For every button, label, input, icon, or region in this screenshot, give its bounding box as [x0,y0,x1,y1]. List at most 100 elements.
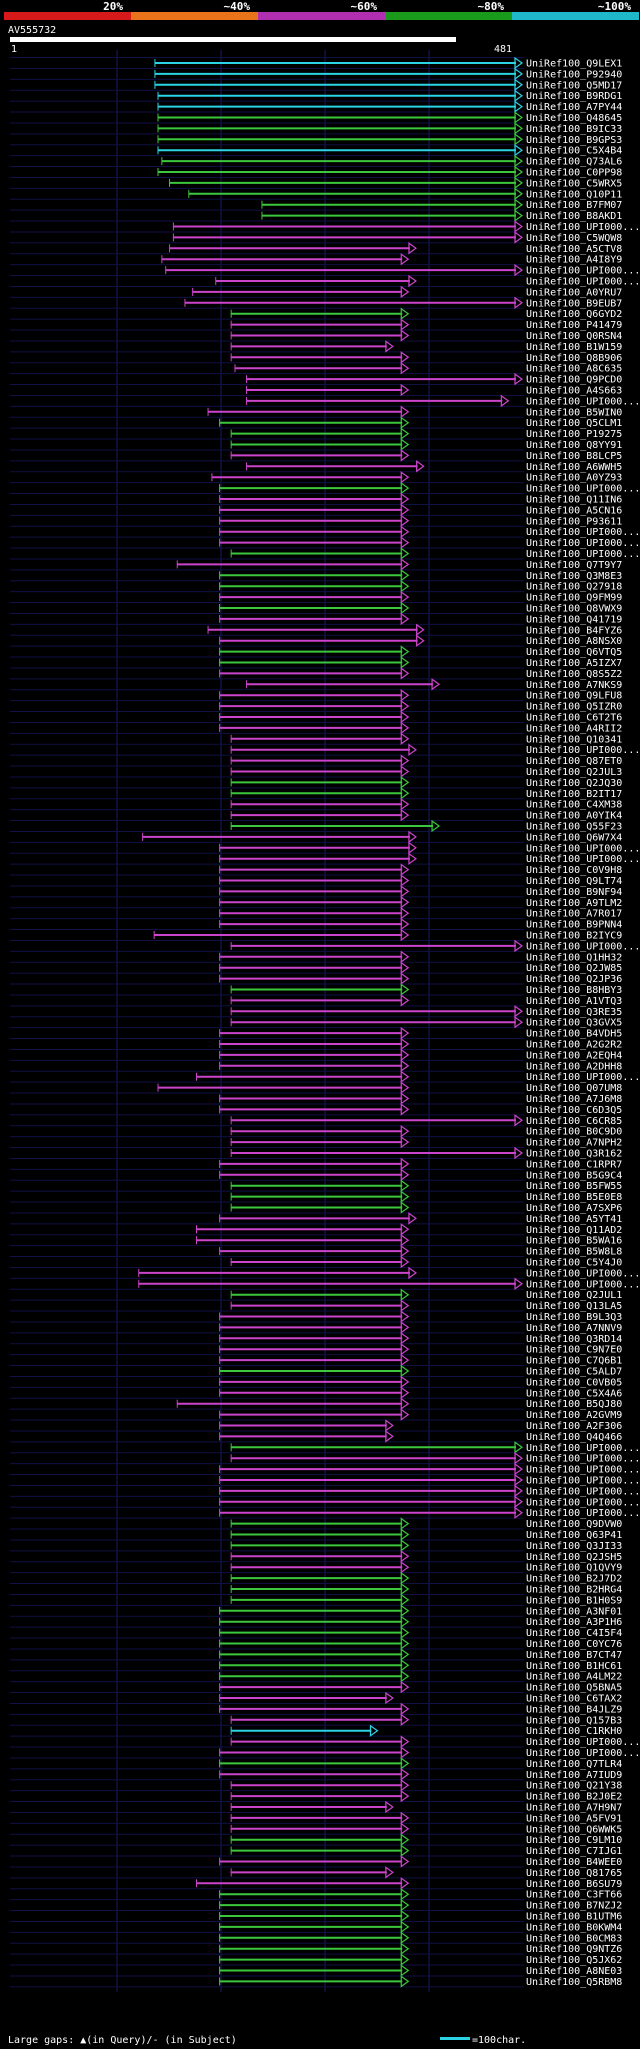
hit-label[interactable]: UniRef100_Q55F23 [526,822,622,833]
hit-label[interactable]: UniRef100_UPI000... [526,843,640,854]
hit-label[interactable]: UniRef100_B7CT47 [526,1650,622,1661]
hit-label[interactable]: UniRef100_A7H9N7 [526,1803,622,1814]
hit-label[interactable]: UniRef100_B2HRG4 [526,1585,622,1596]
hit-label[interactable]: UniRef100_C5WQW8 [526,233,622,244]
hit-label[interactable]: UniRef100_Q07UM8 [526,1083,622,1094]
hit-label[interactable]: UniRef100_Q5RBM8 [526,1977,622,1988]
hit-label[interactable]: UniRef100_Q63P41 [526,1530,622,1541]
hit-label[interactable]: UniRef100_Q8B906 [526,353,622,364]
hit-label[interactable]: UniRef100_C6CR85 [526,1116,622,1127]
hit-label[interactable]: UniRef100_UPI000... [526,538,640,549]
hit-label[interactable]: UniRef100_B5FW55 [526,1181,622,1192]
hit-label[interactable]: UniRef100_B5QJ80 [526,1399,622,1410]
hit-label[interactable]: UniRef100_P92940 [526,69,622,80]
hit-label[interactable]: UniRef100_Q81765 [526,1868,622,1879]
hit-label[interactable]: UniRef100_A6WWH5 [526,462,622,473]
hit-label[interactable]: UniRef100_B2J0E2 [526,1792,622,1803]
hit-label[interactable]: UniRef100_Q5MD17 [526,80,622,91]
hit-label[interactable]: UniRef100_B9IC33 [526,124,622,135]
hit-label[interactable]: UniRef100_A4S663 [526,386,622,397]
hit-label[interactable]: UniRef100_B4FYZ6 [526,625,622,636]
hit-label[interactable]: UniRef100_Q3RD14 [526,1334,622,1345]
hit-label[interactable]: UniRef100_C9N7E0 [526,1345,622,1356]
hit-label[interactable]: UniRef100_UPI000... [526,1443,640,1454]
hit-label[interactable]: UniRef100_UPI000... [526,745,640,756]
hit-label[interactable]: UniRef100_B5W8L8 [526,1247,622,1258]
hit-label[interactable]: UniRef100_A9TLM2 [526,898,622,909]
hit-label[interactable]: UniRef100_UPI000... [526,941,640,952]
hit-label[interactable]: UniRef100_A7NNV9 [526,1323,622,1334]
hit-label[interactable]: UniRef100_C5X4A6 [526,1388,622,1399]
hit-label[interactable]: UniRef100_A5CTV8 [526,244,622,255]
hit-label[interactable]: UniRef100_B9EUB7 [526,298,622,309]
hit-label[interactable]: UniRef100_B2IT17 [526,789,622,800]
hit-label[interactable]: UniRef100_B5WIN0 [526,407,622,418]
hit-label[interactable]: UniRef100_A4LM22 [526,1672,622,1683]
hit-label[interactable]: UniRef100_A5IZX7 [526,658,622,669]
hit-label[interactable]: UniRef100_A3NF01 [526,1606,622,1617]
hit-label[interactable]: UniRef100_Q87ET0 [526,756,622,767]
hit-label[interactable]: UniRef100_Q8VWX9 [526,604,622,615]
hit-label[interactable]: UniRef100_A8NE03 [526,1966,622,1977]
hit-label[interactable]: UniRef100_A8NSX0 [526,636,622,647]
hit-label[interactable]: UniRef100_UPI000... [526,1279,640,1290]
hit-label[interactable]: UniRef100_B6SU79 [526,1879,622,1890]
hit-label[interactable]: UniRef100_P41479 [526,320,622,331]
hit-label[interactable]: UniRef100_C0YC76 [526,1639,622,1650]
hit-label[interactable]: UniRef100_B1W159 [526,342,622,353]
hit-label[interactable]: UniRef100_A5CN16 [526,505,622,516]
hit-label[interactable]: UniRef100_C1RPR7 [526,1159,622,1170]
hit-label[interactable]: UniRef100_Q6GYD2 [526,309,622,320]
hit-label[interactable]: UniRef100_A0YRU7 [526,287,622,298]
hit-label[interactable]: UniRef100_B5E0E8 [526,1192,622,1203]
hit-label[interactable]: UniRef100_A2EQH4 [526,1050,622,1061]
hit-label[interactable]: UniRef100_C6D3Q5 [526,1105,622,1116]
hit-label[interactable]: UniRef100_B0C9D0 [526,1127,622,1138]
hit-label[interactable]: UniRef100_Q3JI33 [526,1541,622,1552]
hit-label[interactable]: UniRef100_B8LCP5 [526,451,622,462]
hit-label[interactable]: UniRef100_B1HC61 [526,1661,622,1672]
hit-label[interactable]: UniRef100_Q10P11 [526,189,622,200]
hit-label[interactable]: UniRef100_Q9FM99 [526,593,622,604]
hit-label[interactable]: UniRef100_P19275 [526,429,622,440]
hit-label[interactable]: UniRef100_Q3GVX5 [526,1018,622,1029]
hit-label[interactable]: UniRef100_Q6W7X4 [526,832,622,843]
hit-label[interactable]: UniRef100_Q27918 [526,582,622,593]
hit-label[interactable]: UniRef100_Q9LT74 [526,876,622,887]
hit-label[interactable]: UniRef100_B9NF94 [526,887,622,898]
hit-label[interactable]: UniRef100_A5FV91 [526,1813,622,1824]
hit-label[interactable]: UniRef100_Q5JX62 [526,1955,622,1966]
hit-label[interactable]: UniRef100_Q9LEX1 [526,59,622,70]
hit-label[interactable]: UniRef100_Q5BNA5 [526,1683,622,1694]
hit-label[interactable]: UniRef100_B4VDH5 [526,1029,622,1040]
hit-label[interactable]: UniRef100_B1UTM6 [526,1912,622,1923]
hit-label[interactable]: UniRef100_UPI000... [526,1508,640,1519]
hit-label[interactable]: UniRef100_B0CM83 [526,1933,622,1944]
hit-label[interactable]: UniRef100_Q48645 [526,113,622,124]
hit-label[interactable]: UniRef100_A2GVM9 [526,1410,622,1421]
hit-label[interactable]: UniRef100_Q5CLM1 [526,418,622,429]
hit-label[interactable]: UniRef100_B8AKD1 [526,211,622,222]
hit-label[interactable]: UniRef100_C5ALD7 [526,1367,622,1378]
hit-label[interactable]: UniRef100_Q11AD2 [526,1225,622,1236]
hit-label[interactable]: UniRef100_C7IJG1 [526,1846,622,1857]
hit-label[interactable]: UniRef100_C5WRX5 [526,178,622,189]
hit-label[interactable]: UniRef100_Q2JUL1 [526,1290,622,1301]
hit-label[interactable]: UniRef100_UPI000... [526,1268,640,1279]
hit-label[interactable]: UniRef100_C5X4B4 [526,146,622,157]
hit-label[interactable]: UniRef100_Q21Y38 [526,1781,622,1792]
hit-label[interactable]: UniRef100_A2F306 [526,1421,622,1432]
hit-label[interactable]: UniRef100_UPI000... [526,1454,640,1465]
hit-label[interactable]: UniRef100_C6T2T6 [526,713,622,724]
hit-label[interactable]: UniRef100_A7SXP6 [526,1203,622,1214]
hit-label[interactable]: UniRef100_Q11IN6 [526,495,622,506]
hit-label[interactable]: UniRef100_UPI000... [526,854,640,865]
hit-label[interactable]: UniRef100_Q2JQ30 [526,778,622,789]
hit-label[interactable]: UniRef100_UPI000... [526,484,640,495]
hit-label[interactable]: UniRef100_C7Q6B1 [526,1356,622,1367]
hit-label[interactable]: UniRef100_UPI000... [526,1072,640,1083]
hit-label[interactable]: UniRef100_Q9NTZ6 [526,1944,622,1955]
hit-label[interactable]: UniRef100_Q157B3 [526,1715,622,1726]
hit-label[interactable]: UniRef100_Q9DVW0 [526,1519,622,1530]
hit-label[interactable]: UniRef100_Q10341 [526,734,622,745]
